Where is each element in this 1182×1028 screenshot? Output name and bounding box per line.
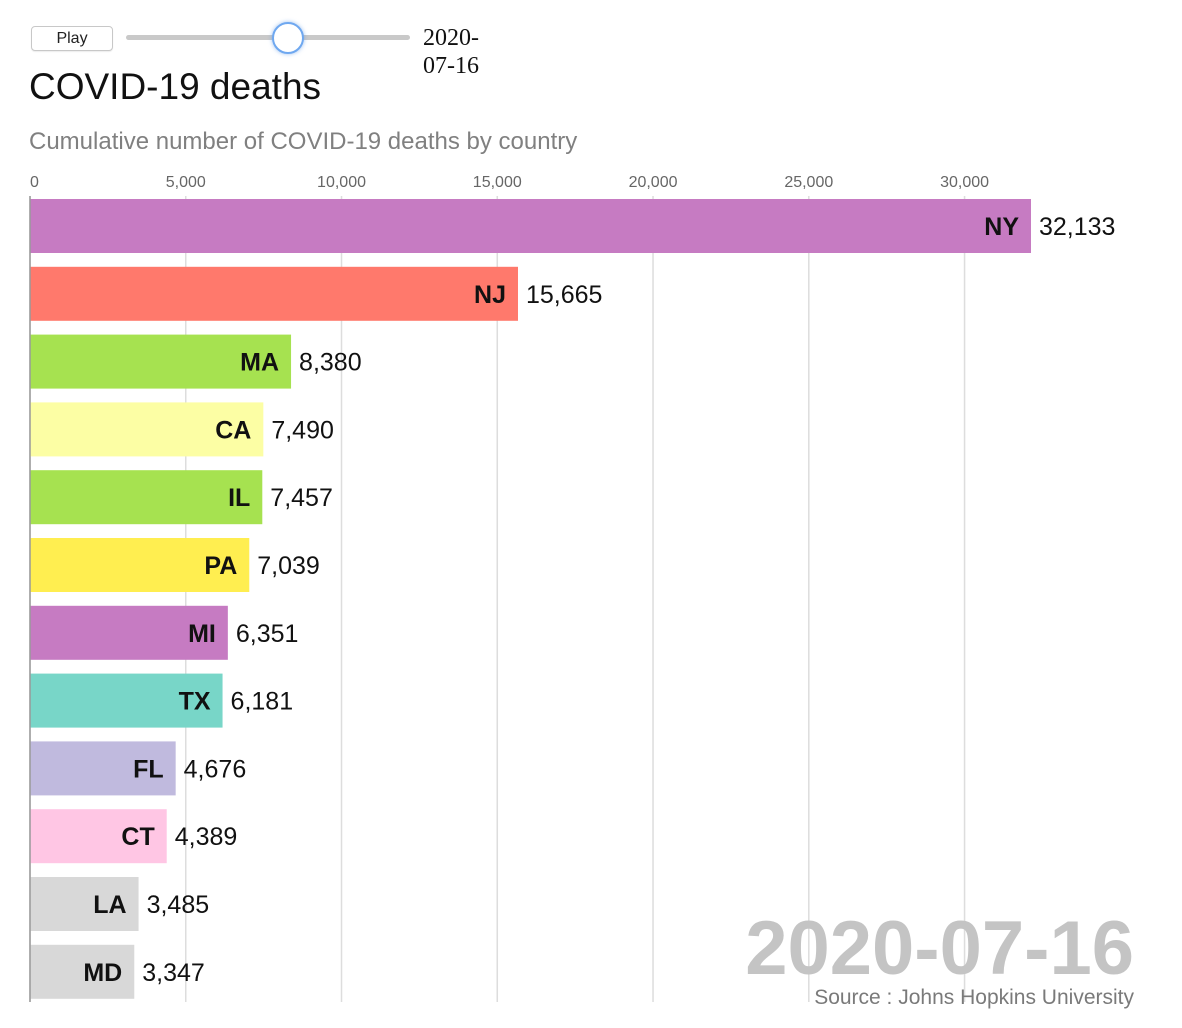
bar	[30, 809, 167, 864]
x-tick-label: 30,000	[940, 174, 989, 191]
bar-value-label: 4,389	[175, 823, 238, 851]
date-watermark: 2020-07-16	[745, 906, 1134, 991]
play-button[interactable]: Play	[31, 26, 113, 51]
bar-value-label: 15,665	[526, 281, 602, 309]
bar-category-label: IL	[228, 484, 250, 512]
bar-value-label: 7,457	[270, 484, 333, 512]
bar-category-label: MD	[83, 959, 122, 987]
bar-category-label: LA	[93, 891, 126, 919]
bar	[30, 605, 228, 660]
bar	[30, 944, 135, 999]
bar	[30, 741, 176, 796]
source-caption: Source : Johns Hopkins University	[814, 986, 1134, 1009]
bar-value-label: 3,347	[142, 959, 205, 987]
bar	[30, 199, 1031, 253]
chart-title: COVID-19 deaths	[29, 66, 322, 107]
chart-subtitle: Cumulative number of COVID-19 deaths by …	[29, 128, 578, 155]
slider-thumb[interactable]	[271, 22, 304, 54]
bar-category-label: NY	[984, 213, 1019, 241]
x-tick-label: 25,000	[784, 174, 833, 191]
x-tick-label: 5,000	[166, 174, 206, 191]
bar	[30, 402, 264, 457]
bar-category-label: CT	[121, 823, 154, 851]
bar-value-label: 7,490	[271, 416, 334, 444]
bar	[30, 266, 518, 321]
bar-category-label: FL	[133, 755, 164, 783]
bar	[30, 673, 223, 728]
bar-value-label: 7,039	[257, 552, 320, 580]
bar	[30, 877, 139, 931]
bar-category-label: TX	[179, 688, 211, 716]
x-tick-label: 20,000	[629, 174, 678, 191]
bar	[30, 334, 292, 389]
bar-category-label: MA	[240, 349, 279, 377]
bar-category-label: PA	[204, 552, 237, 580]
bar-category-label: CA	[215, 416, 251, 444]
bar-category-label: MI	[188, 620, 216, 648]
bar	[30, 538, 250, 592]
bar-value-label: 6,351	[236, 620, 299, 648]
bar-value-label: 3,485	[147, 891, 210, 919]
x-tick-label: 15,000	[473, 174, 522, 191]
date-slider[interactable]	[126, 22, 410, 54]
bar-value-label: 8,380	[299, 349, 362, 377]
x-tick-label: 0	[30, 174, 39, 191]
current-date-label: 2020-07-16	[423, 25, 479, 79]
bar-value-label: 6,181	[231, 688, 294, 716]
bar-value-label: 4,676	[184, 755, 247, 783]
x-tick-label: 10,000	[317, 174, 366, 191]
bar-value-label: 32,133	[1039, 213, 1115, 241]
slider-track[interactable]	[126, 35, 410, 40]
bar	[30, 470, 263, 525]
bar-category-label: NJ	[474, 281, 506, 309]
